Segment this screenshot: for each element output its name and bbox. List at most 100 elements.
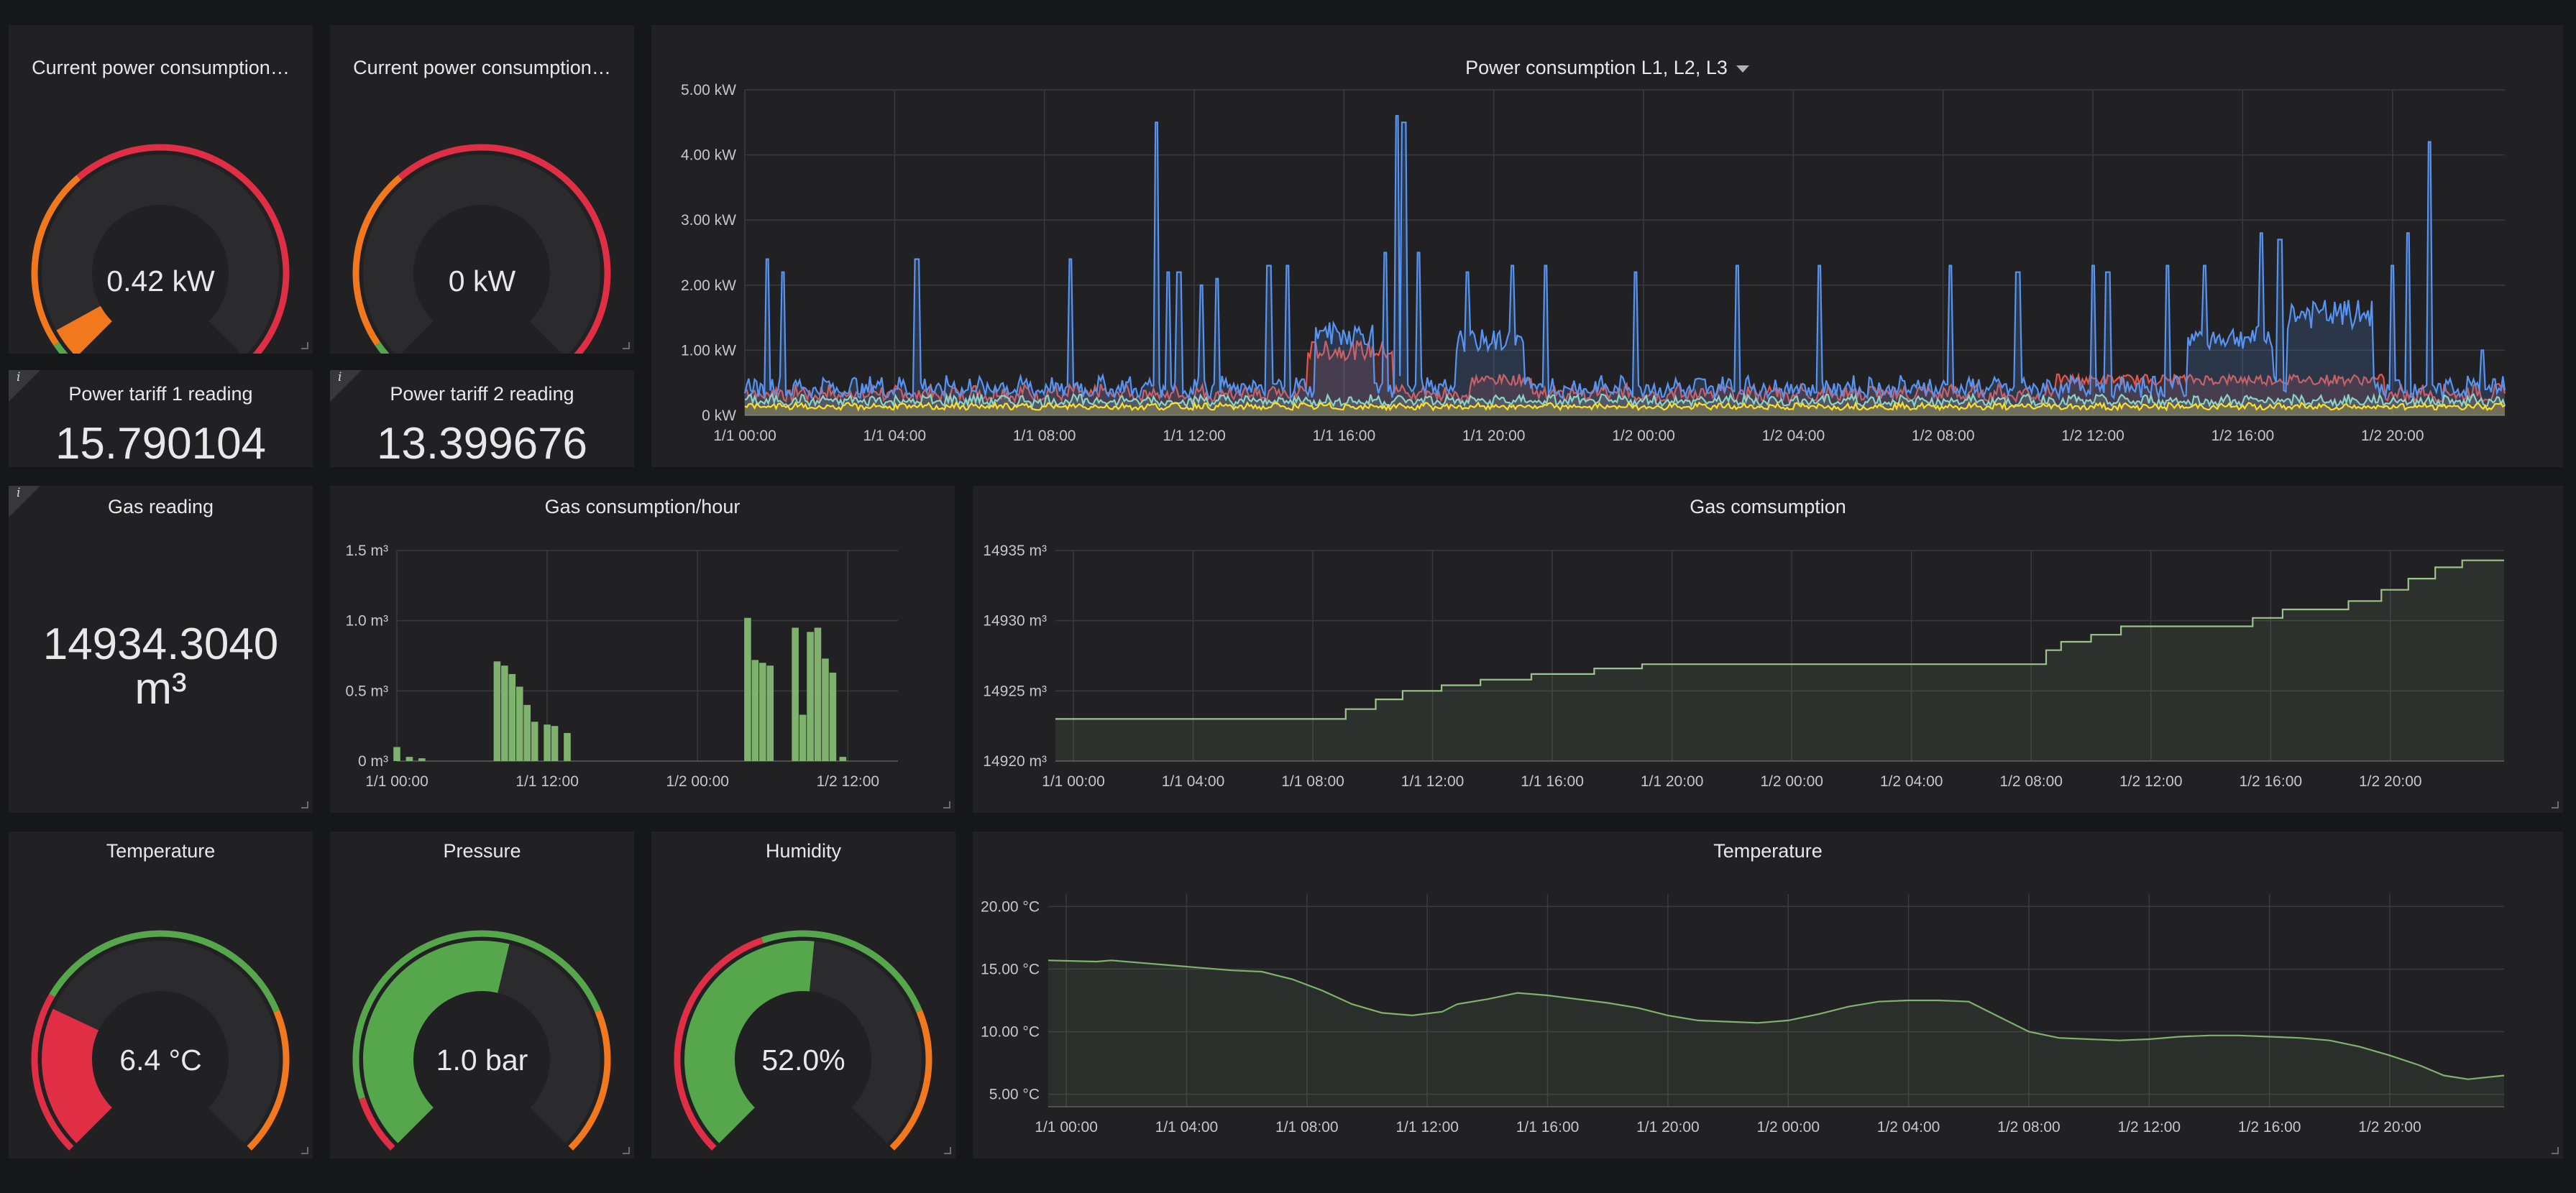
tariff-2-panel[interactable]: i Power tariff 2 reading 13.399676 [330, 370, 634, 467]
x-tick-label: 1/2 04:00 [1762, 428, 1825, 444]
x-tick-label: 1/2 00:00 [1612, 428, 1675, 444]
series-line [744, 400, 2506, 412]
humidity-gauge [674, 930, 932, 1151]
series-area [745, 116, 2505, 415]
y-tick-label: 0 kW [702, 407, 736, 424]
gauge-value: 52.0% [761, 1044, 845, 1077]
bar [393, 747, 400, 761]
x-tick-label: 1/2 12:00 [2061, 428, 2124, 444]
resize-handle[interactable] [2552, 1147, 2559, 1154]
gas-reading-unit: m³ [134, 664, 187, 714]
resize-handle[interactable] [2552, 801, 2559, 809]
gauge-track [363, 155, 600, 354]
x-tick-label: 1/1 12:00 [515, 773, 579, 790]
resize-handle[interactable] [623, 1147, 630, 1154]
x-tick-label: 1/1 04:00 [863, 428, 927, 444]
gauge-threshold-band [568, 1010, 611, 1151]
gauge-threshold-band [76, 144, 290, 354]
gauge-track [42, 155, 279, 354]
power-consumption-chart: 0 kW 1.00 kW 2.00 kW 3.00 kW 4.00 kW 5.00 kW 1… [681, 82, 2506, 444]
power-gauge-2 [352, 144, 611, 354]
panel-title[interactable]: Power tariff 2 reading [390, 383, 574, 405]
x-tick-label: 1/2 04:00 [1880, 773, 1943, 790]
gas-reading-value: 14934.3040 [42, 619, 279, 669]
panel-title[interactable]: Gas reading [107, 496, 214, 517]
x-tick-label: 1/2 16:00 [2211, 428, 2275, 444]
x-tick-label: 1/1 00:00 [713, 428, 776, 444]
temperature-gauge-panel[interactable]: Temperature 6.4 °C [9, 832, 313, 1159]
info-corner[interactable]: i [9, 370, 40, 402]
x-tick-label: 1/1 16:00 [1521, 773, 1584, 790]
x-tick-label: 1/1 12:00 [1401, 773, 1465, 790]
chevron-down-icon[interactable] [1736, 65, 1749, 73]
gas-consumption-panel[interactable]: Gas comsumption 14920 m³ 14925 m³ 14930 m³… [973, 486, 2563, 813]
resize-handle[interactable] [623, 342, 630, 349]
x-tick-label: 1/2 00:00 [666, 773, 729, 790]
x-tick-label: 1/1 00:00 [1035, 1119, 1098, 1136]
resize-handle[interactable] [944, 1147, 951, 1154]
resize-handle[interactable] [301, 1147, 308, 1154]
series-line [744, 340, 2506, 405]
gauge-value: 1.0 bar [436, 1044, 528, 1077]
humidity-gauge-panel[interactable]: Humidity 52.0% [651, 832, 955, 1159]
y-tick-label: 10.00 °C [981, 1024, 1040, 1041]
x-tick-label: 1/2 00:00 [1760, 773, 1823, 790]
x-tick-label: 1/1 00:00 [365, 773, 428, 790]
x-tick-label: 1/1 08:00 [1013, 428, 1076, 444]
gauge-threshold-band [31, 175, 81, 346]
resize-handle[interactable] [301, 342, 308, 349]
x-tick-label: 1/2 20:00 [2361, 428, 2424, 444]
series-line [744, 392, 2506, 409]
gas-consumption-hour-chart: 0 m³ 0.5 m³ 1.0 m³ 1.5 m³ 1/1 00:00 1/1 12:00… [345, 543, 898, 790]
pressure-gauge [352, 930, 611, 1151]
power-gauge-panel-2[interactable]: Current power consumption… 0 kW [330, 25, 634, 354]
gauge-threshold-band [375, 341, 390, 354]
bar [759, 663, 766, 761]
bar [766, 665, 774, 761]
bar [751, 660, 759, 761]
gas-consumption-chart: 14920 m³ 14925 m³ 14930 m³ 14935 m³ 1/1 00:0… [983, 543, 2504, 790]
gas-consumption-hour-panel[interactable]: Gas consumption/hour 0 m³ 0.5 m³ 1.0 m³ 1.5… [330, 486, 955, 813]
bar [501, 665, 508, 761]
panel-title[interactable]: Power consumption L1, L2, L3 [651, 57, 2563, 79]
bar [807, 632, 814, 761]
gas-reading-panel[interactable]: i Gas reading 14934.3040 m³ [9, 486, 313, 813]
y-tick-label: 14935 m³ [983, 543, 1047, 559]
bar [508, 673, 516, 761]
x-tick-label: 1/1 20:00 [1462, 428, 1526, 444]
temperature-gauge [31, 930, 290, 1151]
series-area [745, 341, 2505, 415]
bar [829, 672, 837, 761]
tariff-1-panel[interactable]: i Power tariff 1 reading 15.790104 [9, 370, 313, 467]
x-tick-label: 1/2 20:00 [2358, 1119, 2421, 1136]
y-tick-label: 4.00 kW [681, 147, 736, 164]
bar [744, 617, 751, 761]
gauge-value: 0 kW [448, 264, 516, 298]
series-area [1048, 960, 2504, 1107]
temperature-chart-panel[interactable]: Temperature 5.00 °C 10.00 °C 15.00 °C 20.00… [973, 832, 2563, 1159]
panel-title[interactable]: Power tariff 1 reading [68, 383, 253, 405]
series-line [1055, 559, 2504, 720]
bar [564, 732, 571, 761]
resize-handle[interactable] [301, 801, 308, 809]
x-tick-label: 1/2 16:00 [2238, 1119, 2301, 1136]
resize-handle[interactable] [943, 801, 950, 809]
gauge-threshold-band [398, 144, 611, 354]
pressure-gauge-panel[interactable]: Pressure 1.0 bar [330, 832, 634, 1159]
x-tick-label: 1/2 16:00 [2239, 773, 2302, 790]
gauge-threshold-band [761, 930, 922, 1013]
info-corner[interactable]: i [9, 486, 40, 517]
stat-value: 15.790104 [55, 419, 267, 469]
bar [799, 714, 807, 761]
y-tick-label: 1.0 m³ [345, 613, 388, 630]
x-tick-label: 1/1 08:00 [1281, 773, 1344, 790]
bar [814, 627, 822, 761]
bar [822, 658, 829, 761]
info-corner[interactable]: i [330, 370, 362, 402]
gauge-threshold-band [674, 937, 764, 1151]
x-tick-label: 1/1 12:00 [1163, 428, 1226, 444]
power-gauge-panel-1[interactable]: Current power consumption… 0.42 kW [9, 25, 313, 354]
bar [418, 758, 426, 761]
info-icon: i [17, 486, 21, 500]
power-consumption-panel[interactable]: Power consumption L1, L2, L3 0 kW 1.00 kW… [651, 25, 2563, 467]
